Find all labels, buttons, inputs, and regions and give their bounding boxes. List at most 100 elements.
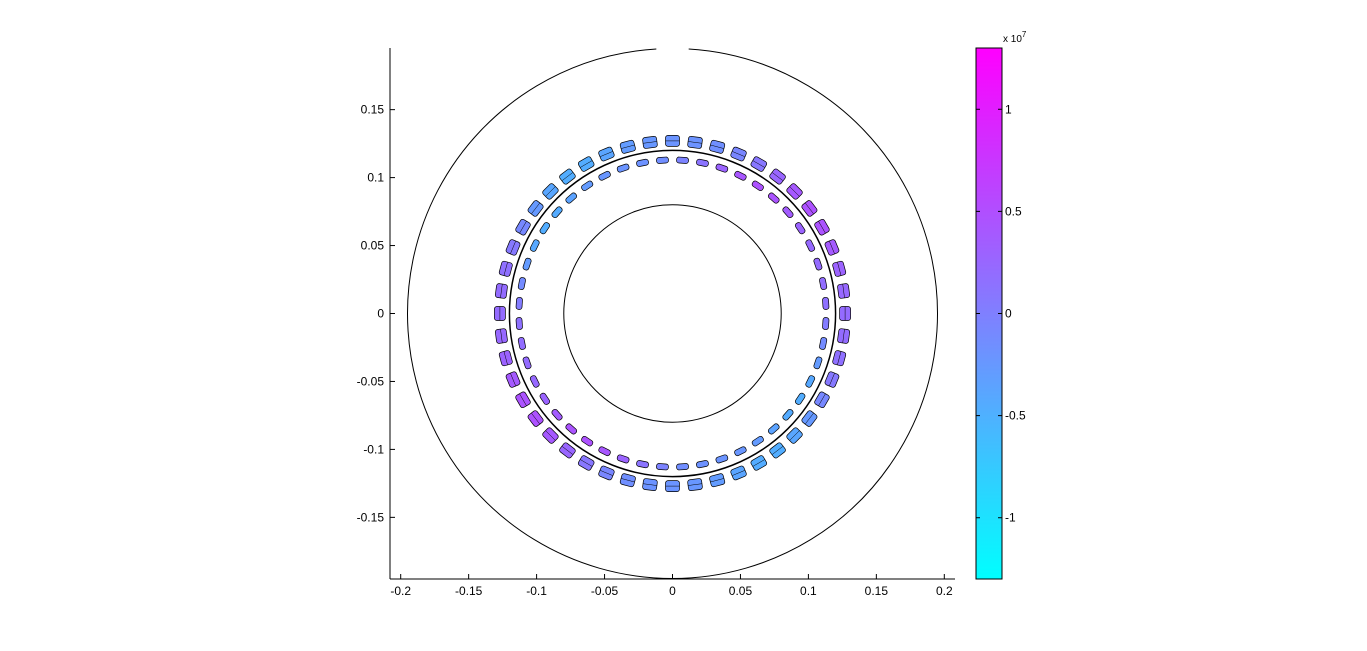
colorbar: 1 0.5 0 -0.5 -1 x 107 [975,30,1027,580]
stator-slot-midline [561,172,574,182]
rotor-bar [813,356,823,370]
stator-slot-midline [731,470,746,476]
rotor-bar [696,158,709,167]
stator-slot-midline [837,351,842,365]
colorbar-tick-label: 0 [1005,307,1012,321]
rotor-bar [767,423,780,435]
rotor-bar [517,337,526,350]
rotor-bar [782,408,794,421]
y-tick-label: 0.1 [367,171,384,185]
y-tick-label: 0.15 [361,103,385,117]
stator-slot-midline [545,430,556,441]
rotor-bar [794,222,806,235]
stator-slot-midline [789,186,800,197]
stator-slot-midline [642,141,657,144]
x-tick-label: 0.2 [936,584,953,598]
inner-rotor-circle [563,204,782,423]
x-tick-label: -0.15 [455,584,483,598]
stator-slot-midline [752,459,765,467]
rotor-bar [782,206,794,219]
stator-slot-midline [510,372,516,387]
x-tick-label: -0.1 [526,584,547,598]
rotor-bar [794,392,806,405]
stator-slot-midline [621,478,635,483]
stator-slot-midline [818,393,826,406]
colorbar-exponent-base: x 10 [1003,34,1022,45]
airgap-circle [508,149,837,478]
rotor-bar [656,463,669,471]
x-tick-label: 0 [669,584,676,598]
y-tick-label: -0.1 [363,442,384,456]
stator-slot-midline [688,141,703,144]
rotor-bar [636,158,649,167]
stator-slot-midline [804,202,814,215]
rotor-bar [529,239,540,252]
rotor-bar [529,375,540,388]
stator-slot-midline [531,202,541,215]
rotor-bar [751,180,764,192]
rotor-bar [581,435,594,447]
rotor-bar [822,317,830,330]
x-ticks: -0.2 -0.15 -0.1 -0.05 0 0.05 0.1 0.15 0.2 [390,574,953,598]
stator-slot-midline [500,329,503,344]
stator-slot-midline [561,445,574,455]
stator-slot-midline [837,262,842,276]
y-tick-label: -0.15 [357,510,385,524]
stator-slot-midline [580,459,593,467]
rotor-bar [636,460,649,469]
plot-axes [389,48,955,580]
rotor-bar [539,392,551,405]
stator-slot-midline [580,160,593,168]
stator-slot-midline [804,412,814,425]
y-tick-label: 0 [377,307,384,321]
x-tick-label: -0.05 [591,584,619,598]
stator-slot-midline [710,144,724,149]
rotor-bar [522,356,532,370]
stator-slot-midline [842,283,845,298]
stator-slot-midline [688,483,703,486]
stator-slot-midline [731,151,746,157]
stator-slot-midline [710,478,724,483]
rotor-bar [522,257,532,271]
colorbar-tick-label: -1 [1005,511,1016,525]
stator-slot-midline [599,151,614,157]
colorbar-ticks: 1 0.5 0 -0.5 -1 [976,102,1026,525]
rotor-bar [676,463,689,471]
stator-slot-midline [621,144,635,149]
rotor-bar [822,297,830,310]
stator-slot-midline [771,445,784,455]
x-tick-label: 0.15 [865,584,889,598]
rotor-bar [515,317,523,330]
colorbar-exponent: x 107 [1003,30,1027,45]
rotor-bar [819,277,828,290]
outer-stator-circle [407,48,938,579]
stator-slot-midline [510,240,516,255]
colorbar-gradient [975,47,1003,580]
stator-slot-midline [829,372,835,387]
rotor-bar [696,460,709,469]
rotor-bar [515,297,523,310]
rotor-bar [805,375,816,388]
rotor-bar [598,446,611,457]
rotor-bar [813,257,823,271]
stator-slot-midline [519,393,527,406]
rotor-bar [656,156,669,164]
rotor-bar [616,163,630,173]
stator-slot-midline [771,172,784,182]
rotor-bar [551,408,563,421]
stator-slot-midline [789,430,800,441]
stator-slot-midline [503,262,508,276]
rotor-bar [819,337,828,350]
rotor-bar [676,156,689,164]
rotor-bar [517,277,526,290]
rotor-bar [751,435,764,447]
stator-slot-midline [545,186,556,197]
stator-slot-midline [752,160,765,168]
rotor-bar [565,423,578,435]
stator-slot-midline [503,351,508,365]
colorbar-tick-label: 0.5 [1005,204,1022,218]
x-tick-label: -0.2 [390,584,411,598]
colorbar-exponent-power: 7 [1022,30,1027,39]
y-tick-label: -0.05 [357,374,385,388]
